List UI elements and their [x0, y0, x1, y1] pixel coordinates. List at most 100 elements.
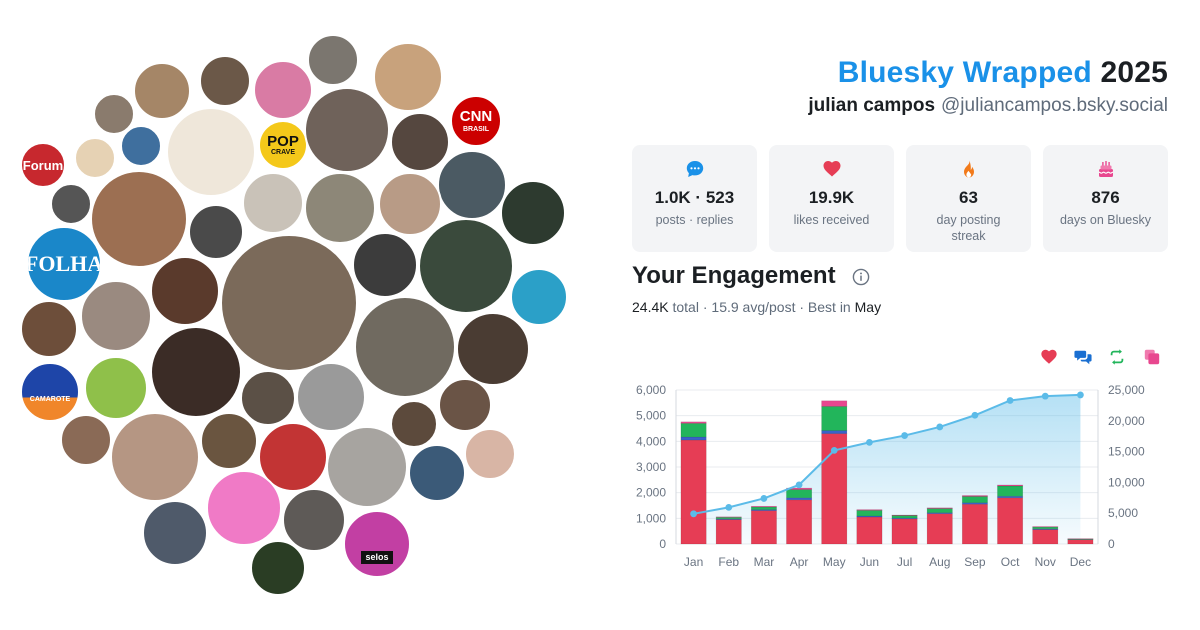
cumulative-point[interactable]	[690, 510, 697, 518]
cumulative-point[interactable]	[936, 423, 944, 431]
cumulative-point[interactable]	[971, 411, 979, 419]
avatar[interactable]	[418, 218, 514, 314]
avatar[interactable]	[242, 172, 304, 234]
bar-segment[interactable]	[997, 485, 1024, 497]
avatar[interactable]	[20, 300, 78, 358]
bar-segment[interactable]	[856, 509, 883, 511]
avatar[interactable]	[90, 170, 188, 268]
bar-segment[interactable]	[856, 510, 883, 517]
bar-segment[interactable]	[1067, 539, 1094, 545]
avatar[interactable]	[456, 312, 530, 386]
cumulative-point[interactable]	[830, 446, 838, 454]
bar-segment[interactable]	[750, 509, 777, 511]
bar-segment[interactable]	[786, 489, 813, 499]
avatar-camarote-logo[interactable]: CAMAROTE	[20, 362, 80, 422]
avatar[interactable]	[438, 378, 492, 432]
avatar[interactable]	[378, 172, 442, 236]
bar-segment[interactable]	[997, 484, 1024, 487]
bar-segment[interactable]	[821, 430, 848, 434]
avatar[interactable]	[296, 362, 366, 432]
heart-icon[interactable]	[1040, 348, 1058, 366]
avatar-forum-logo[interactable]: Forum	[20, 142, 66, 188]
avatar[interactable]	[166, 107, 256, 197]
avatar[interactable]	[250, 540, 306, 596]
bar-segment[interactable]	[997, 497, 1024, 545]
avatar[interactable]	[373, 42, 443, 112]
avatar[interactable]	[240, 370, 296, 426]
cumulative-point[interactable]	[866, 438, 873, 446]
bar-segment[interactable]	[750, 506, 777, 510]
repost-icon[interactable]	[1108, 348, 1126, 366]
bar-segment[interactable]	[926, 513, 953, 545]
quote-icon[interactable]	[1143, 348, 1161, 366]
avatar[interactable]	[133, 62, 191, 120]
avatar[interactable]	[150, 326, 242, 418]
bar-segment[interactable]	[821, 406, 848, 431]
cumulative-point[interactable]	[795, 481, 803, 489]
avatar[interactable]	[206, 470, 282, 546]
cumulative-point[interactable]	[725, 503, 733, 511]
avatar[interactable]	[282, 488, 346, 552]
bar-segment[interactable]	[961, 495, 988, 497]
bar-segment[interactable]	[786, 497, 813, 501]
avatar[interactable]	[326, 426, 408, 508]
avatar[interactable]	[510, 268, 568, 326]
avatar-folha-logo[interactable]: FOLHA	[26, 226, 102, 302]
bar-segment[interactable]	[680, 423, 707, 438]
bar-segment[interactable]	[1032, 529, 1059, 545]
avatar[interactable]	[408, 444, 466, 502]
bar-segment[interactable]	[891, 514, 918, 516]
bar-segment[interactable]	[1032, 526, 1059, 528]
cumulative-point[interactable]	[1041, 392, 1049, 400]
bar-segment[interactable]	[786, 499, 813, 545]
bar-segment[interactable]	[1032, 528, 1059, 530]
avatar[interactable]	[80, 280, 152, 352]
avatar[interactable]	[354, 296, 456, 398]
avatar[interactable]	[500, 180, 566, 246]
bar-segment[interactable]	[750, 510, 777, 545]
avatar[interactable]	[352, 232, 418, 298]
bar-segment[interactable]	[715, 516, 742, 518]
bar-segment[interactable]	[680, 439, 707, 545]
bar-segment[interactable]	[926, 507, 953, 509]
avatar[interactable]	[74, 137, 116, 179]
bar-segment[interactable]	[715, 519, 742, 545]
avatar[interactable]	[84, 356, 148, 420]
avatar-cnn-logo[interactable]: CNN BRASIL	[450, 95, 502, 147]
avatar[interactable]	[188, 204, 244, 260]
cumulative-point[interactable]	[1006, 397, 1014, 404]
avatar[interactable]	[60, 414, 112, 466]
info-icon[interactable]	[852, 268, 870, 286]
avatar-popcrave-logo[interactable]: POP CRAVE	[258, 120, 308, 170]
bar-segment[interactable]	[891, 515, 918, 519]
bar-segment[interactable]	[680, 436, 707, 441]
avatar[interactable]	[464, 428, 516, 480]
bar-segment[interactable]	[891, 518, 918, 545]
reply-bubbles-icon[interactable]	[1074, 348, 1092, 366]
avatar[interactable]	[110, 412, 200, 502]
avatar[interactable]	[120, 125, 162, 167]
avatar[interactable]	[150, 256, 220, 326]
bar-segment[interactable]	[961, 503, 988, 545]
bar-segment[interactable]	[961, 496, 988, 503]
avatar[interactable]	[200, 412, 258, 470]
avatar-selos[interactable]: selos	[343, 510, 411, 578]
avatar[interactable]	[220, 234, 358, 372]
avatar[interactable]	[390, 112, 450, 172]
cumulative-point[interactable]	[760, 495, 768, 502]
avatar[interactable]	[304, 172, 376, 244]
bar-segment[interactable]	[750, 505, 777, 508]
avatar[interactable]	[50, 183, 92, 225]
avatar[interactable]	[307, 34, 359, 86]
bar-segment[interactable]	[680, 421, 707, 424]
bar-segment[interactable]	[856, 516, 883, 545]
avatar[interactable]	[199, 55, 251, 107]
bar-segment[interactable]	[821, 400, 848, 407]
avatar[interactable]	[437, 150, 507, 220]
bar-segment[interactable]	[926, 508, 953, 513]
user-handle[interactable]: @juliancampos.bsky.social	[941, 95, 1168, 116]
avatar[interactable]	[142, 500, 208, 566]
cumulative-point[interactable]	[1077, 391, 1084, 399]
cumulative-point[interactable]	[901, 432, 908, 439]
bar-segment[interactable]	[997, 495, 1024, 499]
